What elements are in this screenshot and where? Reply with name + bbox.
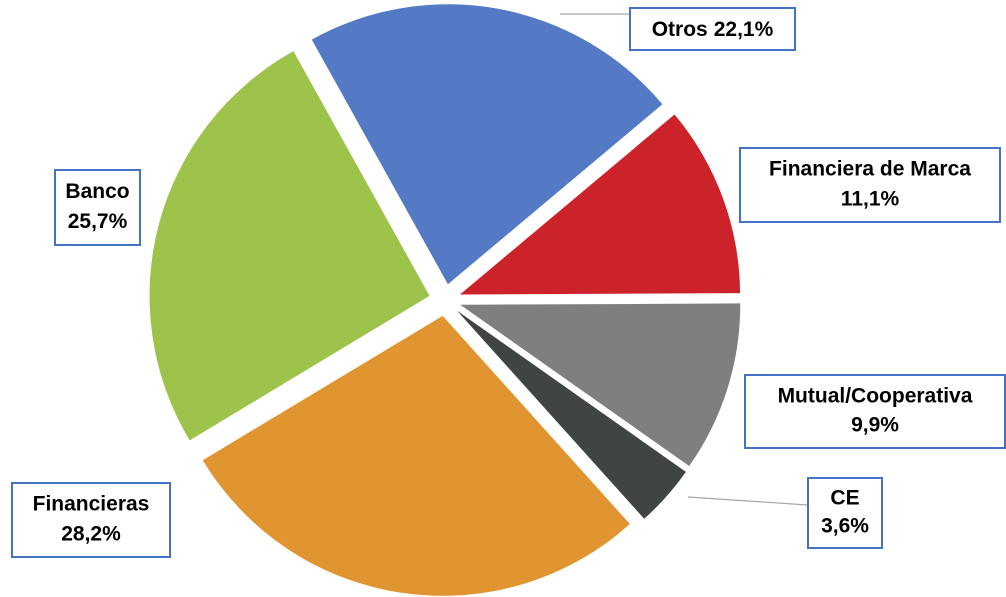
pie-slice xyxy=(311,4,663,285)
value-label: 11,1% xyxy=(841,187,900,210)
pie-slice xyxy=(149,51,430,441)
label-box xyxy=(744,374,1006,449)
value-label: 22,1% xyxy=(714,18,774,41)
category-label: Financiera de Marca xyxy=(769,158,971,181)
label-box xyxy=(807,477,883,549)
category-label: Banco xyxy=(65,180,129,203)
category-label: Otros xyxy=(652,18,708,41)
label-box xyxy=(54,169,141,246)
pie-slice xyxy=(460,303,741,466)
pie-slice xyxy=(202,315,630,596)
value-label: 28,2% xyxy=(61,522,121,545)
category-label: Mutual/Cooperativa xyxy=(778,384,973,407)
label-box xyxy=(629,7,796,51)
value-label: 3,6% xyxy=(821,515,869,538)
value-label: 25,7% xyxy=(68,210,128,233)
pie-slice xyxy=(456,310,686,519)
pie-slice xyxy=(460,114,741,295)
data-label: Otros 22,1% xyxy=(652,18,774,41)
leader-line xyxy=(687,496,809,506)
category-label: CE xyxy=(830,487,859,510)
category-label: Financieras xyxy=(33,493,150,516)
label-box xyxy=(11,482,171,558)
value-label: 9,9% xyxy=(851,414,899,437)
label-box xyxy=(739,147,1001,223)
